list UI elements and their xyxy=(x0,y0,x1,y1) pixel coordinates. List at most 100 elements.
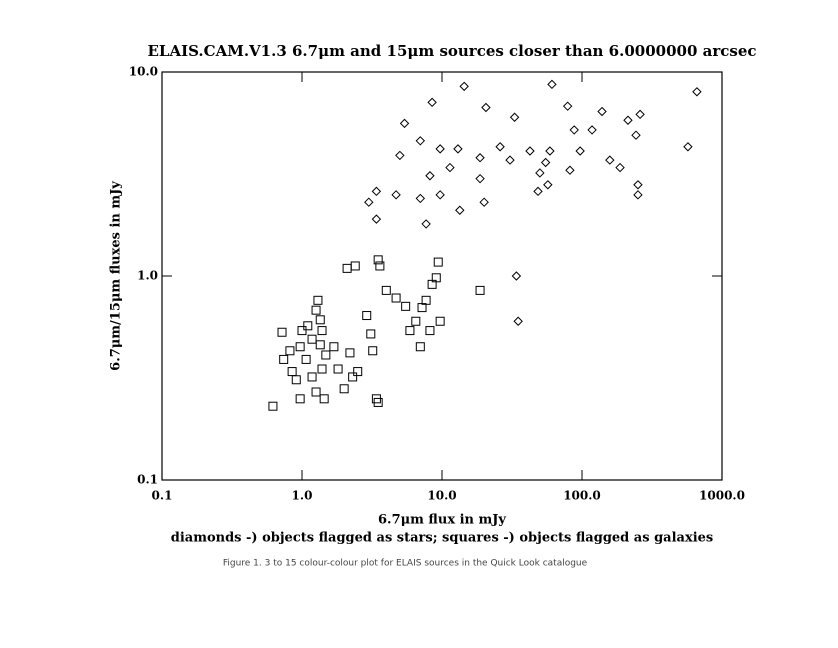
galaxy-point xyxy=(350,261,360,271)
star-point xyxy=(427,97,437,108)
star-point xyxy=(543,180,553,190)
star-point xyxy=(587,125,597,135)
star-point xyxy=(425,171,435,181)
galaxy-point xyxy=(475,285,485,295)
galaxy-point xyxy=(348,372,358,382)
galaxy-point xyxy=(321,350,331,360)
star-point xyxy=(575,146,585,156)
galaxy-point xyxy=(291,375,301,385)
galaxy-point xyxy=(435,316,445,326)
galaxy-point xyxy=(317,326,327,336)
star-point xyxy=(633,190,643,200)
star-point xyxy=(597,106,607,117)
y-axis-label: 6.7μm/15μm fluxes in mJy xyxy=(109,181,124,371)
galaxy-point xyxy=(315,340,325,350)
star-point xyxy=(435,190,445,200)
y-tick-label: 0.1 xyxy=(137,473,158,487)
galaxy-point xyxy=(303,321,313,331)
x-tick-label: 100.0 xyxy=(563,489,601,503)
galaxy-point xyxy=(285,346,295,356)
star-point xyxy=(435,144,445,154)
galaxy-point xyxy=(317,364,327,374)
galaxy-point xyxy=(315,315,325,325)
galaxy-point xyxy=(405,326,415,336)
y-tick-label: 10.0 xyxy=(129,65,158,79)
star-point xyxy=(511,271,522,281)
galaxy-point xyxy=(311,387,321,397)
star-point xyxy=(505,155,515,165)
star-point xyxy=(445,162,455,173)
star-point xyxy=(633,180,643,190)
star-point xyxy=(540,157,551,168)
galaxy-point xyxy=(268,401,278,411)
star-point xyxy=(615,162,625,173)
star-point xyxy=(455,205,465,215)
star-point xyxy=(415,193,426,204)
galaxy-point xyxy=(415,342,425,352)
x-tick-label: 1000.0 xyxy=(699,489,745,503)
star-point xyxy=(453,144,463,154)
star-point xyxy=(421,219,431,229)
caption: Figure 1. 3 to 15 colour-colour plot for… xyxy=(223,559,588,569)
chart-title: ELAIS.CAM.V1.3 6.7μm and 15μm sources cl… xyxy=(147,42,756,60)
star-point xyxy=(547,79,557,90)
galaxy-point xyxy=(373,255,383,265)
star-point xyxy=(415,136,426,146)
galaxy-point xyxy=(287,367,297,377)
star-point xyxy=(495,142,505,152)
galaxy-point xyxy=(339,384,349,394)
star-point xyxy=(623,115,633,125)
galaxy-point xyxy=(362,311,372,321)
galaxy-point xyxy=(373,397,383,407)
galaxy-point xyxy=(277,327,287,337)
star-point xyxy=(513,316,523,326)
star-point xyxy=(481,102,491,113)
star-point xyxy=(479,197,489,207)
galaxy-point xyxy=(319,394,329,404)
star-point xyxy=(364,197,374,207)
star-point xyxy=(395,150,405,161)
galaxy-point xyxy=(279,354,289,364)
galaxy-point xyxy=(307,334,317,344)
subtitle: diamonds -) objects flagged as stars; sq… xyxy=(171,531,713,546)
star-point xyxy=(391,190,401,200)
y-tick-label: 1.0 xyxy=(137,269,158,283)
star-point xyxy=(569,125,579,135)
galaxy-point xyxy=(375,261,385,271)
galaxy-point xyxy=(431,273,441,283)
galaxy-point xyxy=(311,305,321,315)
galaxy-point xyxy=(333,364,343,374)
star-point xyxy=(562,101,573,111)
star-point xyxy=(692,87,702,97)
star-point xyxy=(399,118,410,129)
galaxy-point xyxy=(433,257,443,267)
star-point xyxy=(565,165,575,175)
galaxy-point xyxy=(329,342,339,352)
galaxy-point xyxy=(295,342,305,352)
star-point xyxy=(459,81,469,92)
x-tick-label: 0.1 xyxy=(152,489,173,503)
galaxy-point xyxy=(307,372,317,382)
galaxy-point xyxy=(368,346,378,356)
galaxy-point xyxy=(391,293,401,303)
x-tick-label: 10.0 xyxy=(427,489,456,503)
galaxy-point xyxy=(421,295,431,305)
galaxy-point xyxy=(425,326,435,336)
galaxy-point xyxy=(301,354,311,364)
galaxy-point xyxy=(353,367,363,377)
galaxy-point xyxy=(297,326,307,336)
galaxy-point xyxy=(313,295,323,305)
galaxy-point xyxy=(401,301,411,311)
galaxy-point xyxy=(345,348,355,358)
star-point xyxy=(545,146,555,156)
star-point xyxy=(371,186,382,197)
galaxy-point xyxy=(342,263,352,273)
star-point xyxy=(371,214,382,224)
galaxy-point xyxy=(295,394,305,404)
star-point xyxy=(525,146,535,156)
star-point xyxy=(475,153,485,163)
star-point xyxy=(509,112,520,122)
star-point xyxy=(533,186,543,197)
x-axis-label: 6.7μm flux in mJy xyxy=(378,513,506,528)
